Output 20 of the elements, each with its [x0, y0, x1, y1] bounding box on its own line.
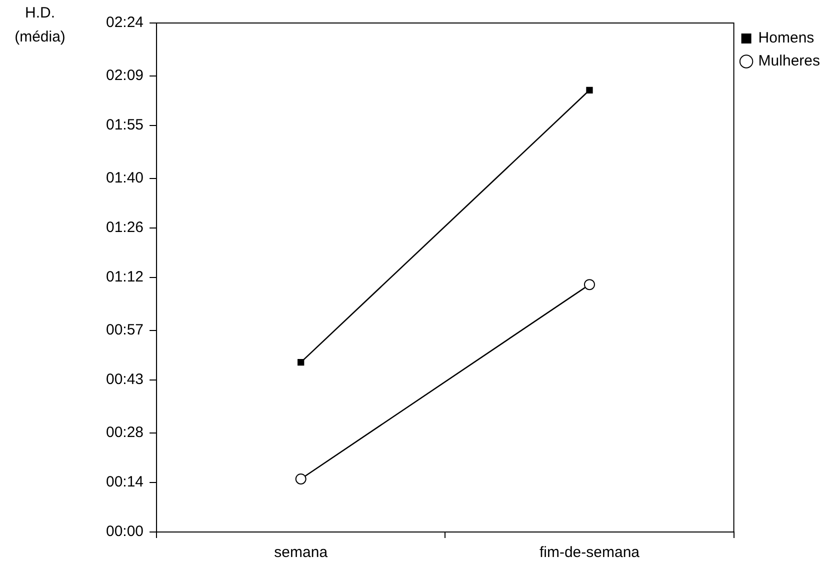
point	[295, 473, 306, 484]
y-tick-label: 00:28	[106, 424, 144, 442]
point	[584, 279, 595, 290]
y-tick-label: 02:09	[106, 67, 144, 84]
legend-label: Mulheres	[758, 52, 820, 70]
x-tick-label: semana	[274, 544, 328, 562]
y-axis-title: H.D. (média)	[14, 4, 66, 46]
legend-label: Homens	[758, 30, 814, 47]
point	[298, 359, 304, 366]
y-tick-label: 00:14	[106, 474, 144, 491]
y-tick-label: 00:43	[106, 371, 144, 388]
y-tick-label: 01:55	[106, 116, 144, 134]
y-tick-label: 01:26	[106, 219, 144, 236]
y-tick-label: 00:00	[106, 523, 144, 540]
y-tick-label: 01:40	[106, 170, 144, 187]
y-tick-label: 01:12	[106, 268, 144, 286]
y-tick-label: 00:57	[106, 322, 144, 339]
x-tick-label: fim-de-semana	[539, 544, 640, 562]
y-tick-label: 02:24	[106, 14, 144, 32]
point	[586, 86, 593, 94]
